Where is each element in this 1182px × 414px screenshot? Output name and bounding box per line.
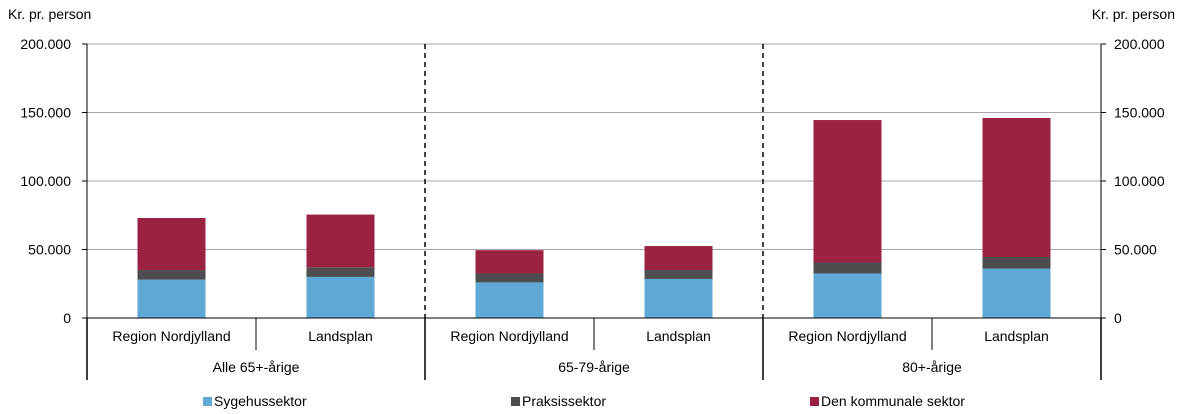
- legend-swatch: [511, 397, 520, 406]
- y-tick-label-left: 150.000: [20, 105, 71, 121]
- legend-label: Den kommunale sektor: [821, 393, 965, 409]
- category-label: Landsplan: [984, 328, 1049, 344]
- bar-segment-den-kommunale-sektor: [306, 214, 375, 268]
- bar-segment-sygehussektor: [813, 273, 882, 318]
- bars: [137, 117, 1051, 318]
- group-label: 80+-årige: [902, 359, 962, 375]
- axes: [86, 44, 1102, 380]
- bar-segment-praksissektor: [475, 273, 544, 283]
- bar-segment-sygehussektor: [644, 278, 713, 318]
- bar-segment-praksissektor: [137, 270, 206, 280]
- category-labels: Region Nordjylland Landsplan Alle 65+-årig…: [112, 328, 1048, 375]
- bar-segment-den-kommunale-sektor: [813, 120, 882, 263]
- y-tick-label-right: 50.000: [1114, 242, 1157, 258]
- category-label: Region Nordjylland: [112, 328, 230, 344]
- legend: Sygehussektor Praksissektor Den kommunale …: [203, 393, 965, 409]
- bar-segment-praksissektor: [644, 270, 713, 279]
- y-tick-label-right: 200.000: [1114, 36, 1165, 52]
- y-axis-right-title: Kr. pr. person: [1092, 6, 1175, 22]
- bar-segment-den-kommunale-sektor: [644, 246, 713, 271]
- bar-segment-den-kommunale-sektor: [475, 250, 544, 274]
- bar-segment-praksissektor: [813, 262, 882, 274]
- legend-swatch: [810, 397, 819, 406]
- legend-label: Praksissektor: [522, 393, 606, 409]
- category-label: Landsplan: [646, 328, 711, 344]
- y-tick-label-right: 100.000: [1114, 173, 1165, 189]
- bar-segment-sygehussektor: [982, 268, 1051, 318]
- legend-swatch: [203, 397, 212, 406]
- category-label: Landsplan: [308, 328, 373, 344]
- group-separators: [424, 44, 764, 318]
- bar-segment-den-kommunale-sektor: [982, 117, 1051, 258]
- y-tick-label-left: 200.000: [20, 36, 71, 52]
- bar-segment-praksissektor: [306, 267, 375, 277]
- y-tick-label-right: 0: [1114, 310, 1122, 326]
- group-label: Alle 65+-årige: [213, 359, 300, 375]
- group-label: 65-79-årige: [558, 359, 630, 375]
- y-axis-left-ticks: 0 50.000 100.000 150.000 200.000: [20, 36, 87, 326]
- y-tick-label-left: 100.000: [20, 173, 71, 189]
- y-axis-right-ticks: 0 50.000 100.000 150.000 200.000: [1101, 36, 1165, 326]
- legend-label: Sygehussektor: [214, 393, 307, 409]
- y-tick-label-left: 0: [63, 310, 71, 326]
- bar-segment-sygehussektor: [475, 282, 544, 318]
- bar-segment-praksissektor: [982, 257, 1051, 269]
- gridlines: [87, 43, 1101, 250]
- bar-segment-sygehussektor: [137, 279, 206, 318]
- y-tick-label-right: 150.000: [1114, 105, 1165, 121]
- y-axis-left-title: Kr. pr. person: [8, 6, 91, 22]
- bar-segment-den-kommunale-sektor: [137, 217, 206, 271]
- bar-segment-sygehussektor: [306, 276, 375, 318]
- category-label: Region Nordjylland: [788, 328, 906, 344]
- y-tick-label-left: 50.000: [28, 242, 71, 258]
- category-label: Region Nordjylland: [450, 328, 568, 344]
